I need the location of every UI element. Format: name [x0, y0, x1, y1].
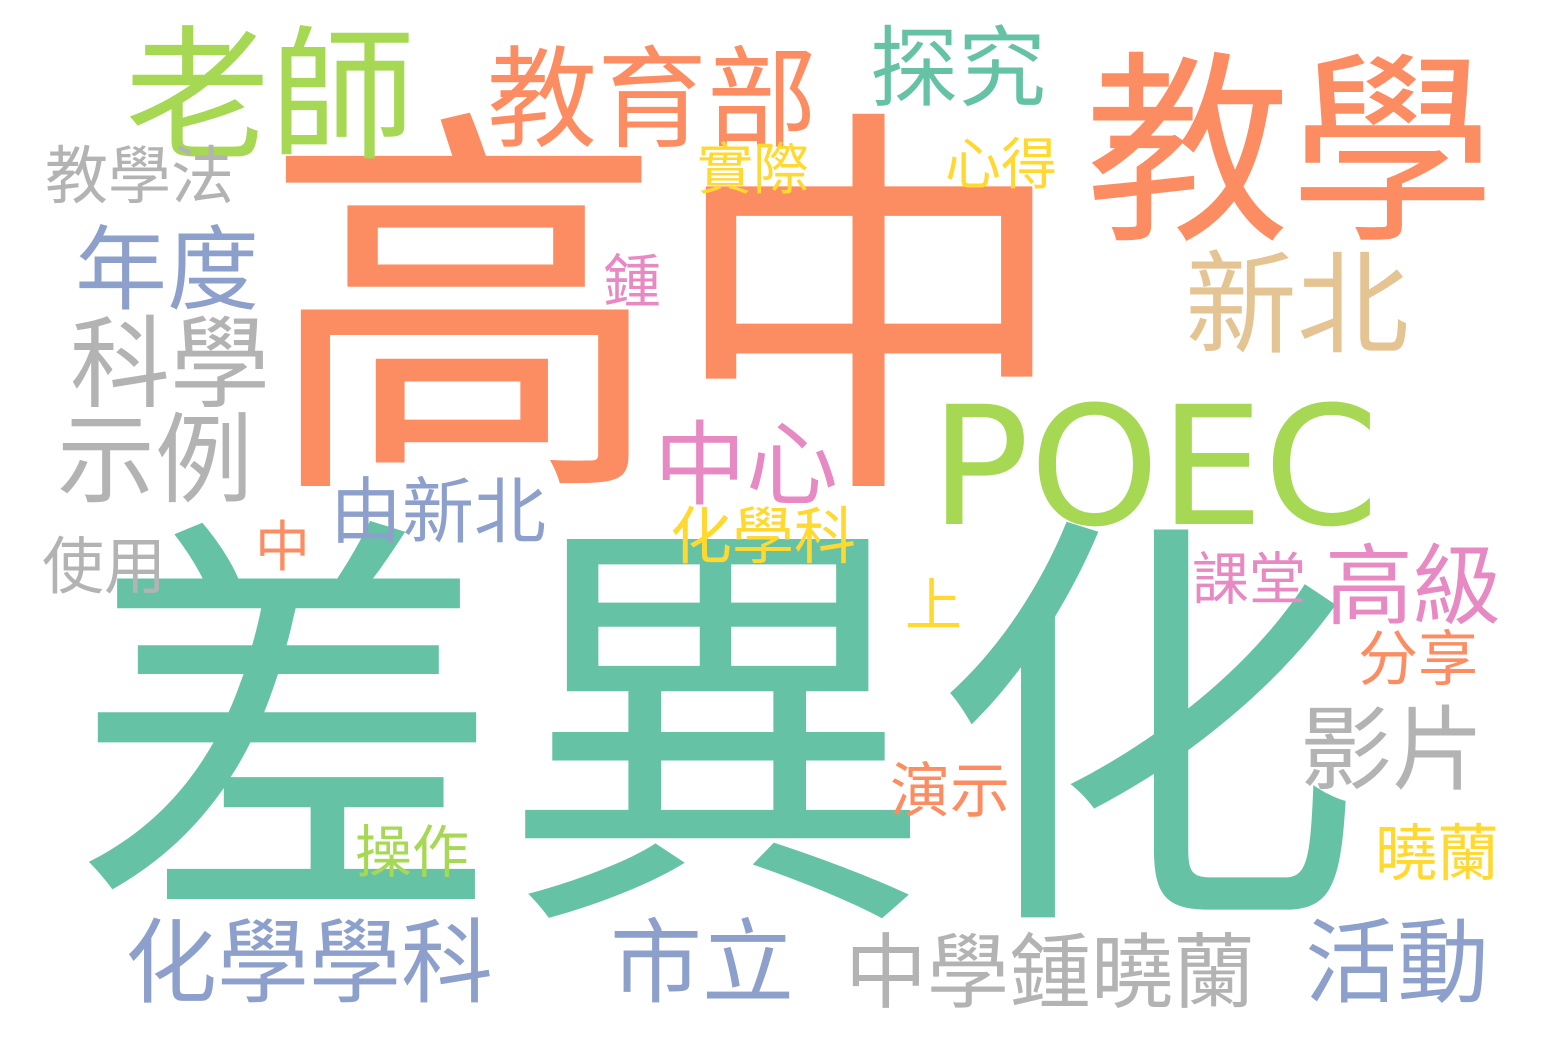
word-zhongxin: 中心	[654, 412, 839, 519]
word-jiaoyubu: 教育部	[487, 36, 817, 164]
word-shiji: 實際	[697, 138, 809, 203]
word-xinde: 心得	[945, 133, 1057, 198]
word-fenxiang: 分享	[1358, 625, 1478, 695]
word-shili: 示例	[57, 404, 254, 518]
word-xinbei: 新北	[1185, 241, 1409, 371]
word-ketang: 課堂	[1192, 547, 1306, 613]
word-gaoji: 高級	[1325, 535, 1502, 638]
word-tanjiu: 探究	[870, 17, 1047, 120]
word-gaozhong: 高中	[262, 78, 1072, 550]
word-yanshi: 演示	[890, 757, 1010, 827]
word-caozuo: 操作	[355, 820, 469, 886]
word-laoshi: 老師	[125, 13, 415, 182]
word-shili-city: 市立	[610, 910, 795, 1017]
word-jiaoxue: 教學	[1085, 35, 1495, 273]
word-poec: POEC	[930, 371, 1379, 563]
word-shiyong: 使用	[42, 530, 167, 603]
word-zhong: 中	[255, 515, 311, 579]
word-huodong: 活動	[1305, 910, 1490, 1017]
word-huaxueke: 化學科	[670, 500, 857, 573]
word-zhong-surname: 鍾	[603, 248, 662, 316]
word-yingpian: 影片	[1300, 697, 1485, 804]
word-chayihua: 差異化	[72, 485, 1362, 985]
word-youxinbei: 由新北	[330, 470, 547, 554]
word-niandu: 年度	[75, 217, 260, 324]
word-zhongxue-zhongxiaolan: 中學鍾曉蘭	[845, 926, 1256, 1021]
word-kexue: 科學	[70, 306, 270, 423]
word-jiaoxuefa: 教學法	[45, 140, 234, 213]
word-huaxuexueke: 化學學科	[125, 910, 494, 1017]
word-xiaolan: 曉蘭	[1375, 817, 1500, 890]
word-shang: 上	[905, 573, 962, 639]
